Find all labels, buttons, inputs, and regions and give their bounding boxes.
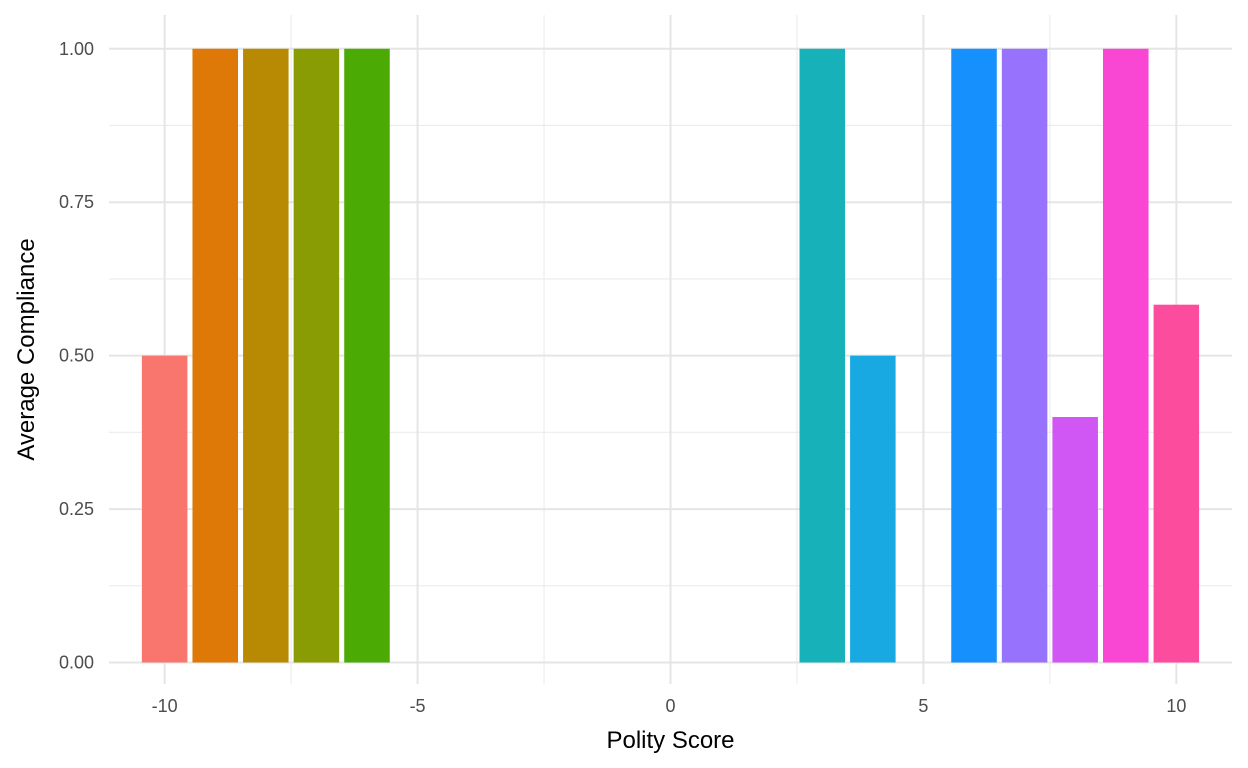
bar-polity-9 [1103, 48, 1149, 663]
bar-polity--9 [192, 48, 238, 663]
y-tick-label: 0.25 [59, 499, 94, 519]
y-tick-label: 0.50 [59, 346, 94, 366]
bar-polity--7 [293, 48, 340, 663]
bar-polity--6 [344, 48, 390, 663]
y-tick-label: 0.00 [59, 653, 94, 673]
bar-polity-6 [951, 48, 997, 663]
bar-polity--10 [141, 355, 188, 663]
y-tick-label: 0.75 [59, 192, 94, 212]
bars [141, 48, 1200, 663]
y-axis-title: Average Compliance [13, 238, 40, 460]
bar-polity-8 [1052, 417, 1098, 663]
x-tick-label: -10 [152, 696, 178, 716]
bar-polity-4 [850, 355, 896, 663]
y-tick-label: 1.00 [59, 39, 94, 59]
x-tick-label: -5 [410, 696, 426, 716]
bar-polity--8 [243, 48, 289, 663]
x-tick-label: 0 [665, 696, 675, 716]
bar-polity-3 [799, 48, 846, 663]
bar-polity-10 [1153, 304, 1200, 663]
bar-polity-7 [1001, 48, 1048, 663]
y-axis-tick-labels: 0.00 0.25 0.50 0.75 1.00 [59, 39, 94, 673]
x-axis-tick-labels: -10 -5 0 5 10 [152, 696, 1187, 716]
x-tick-label: 10 [1166, 696, 1186, 716]
x-axis-title: Polity Score [606, 727, 734, 754]
x-tick-label: 5 [918, 696, 928, 716]
